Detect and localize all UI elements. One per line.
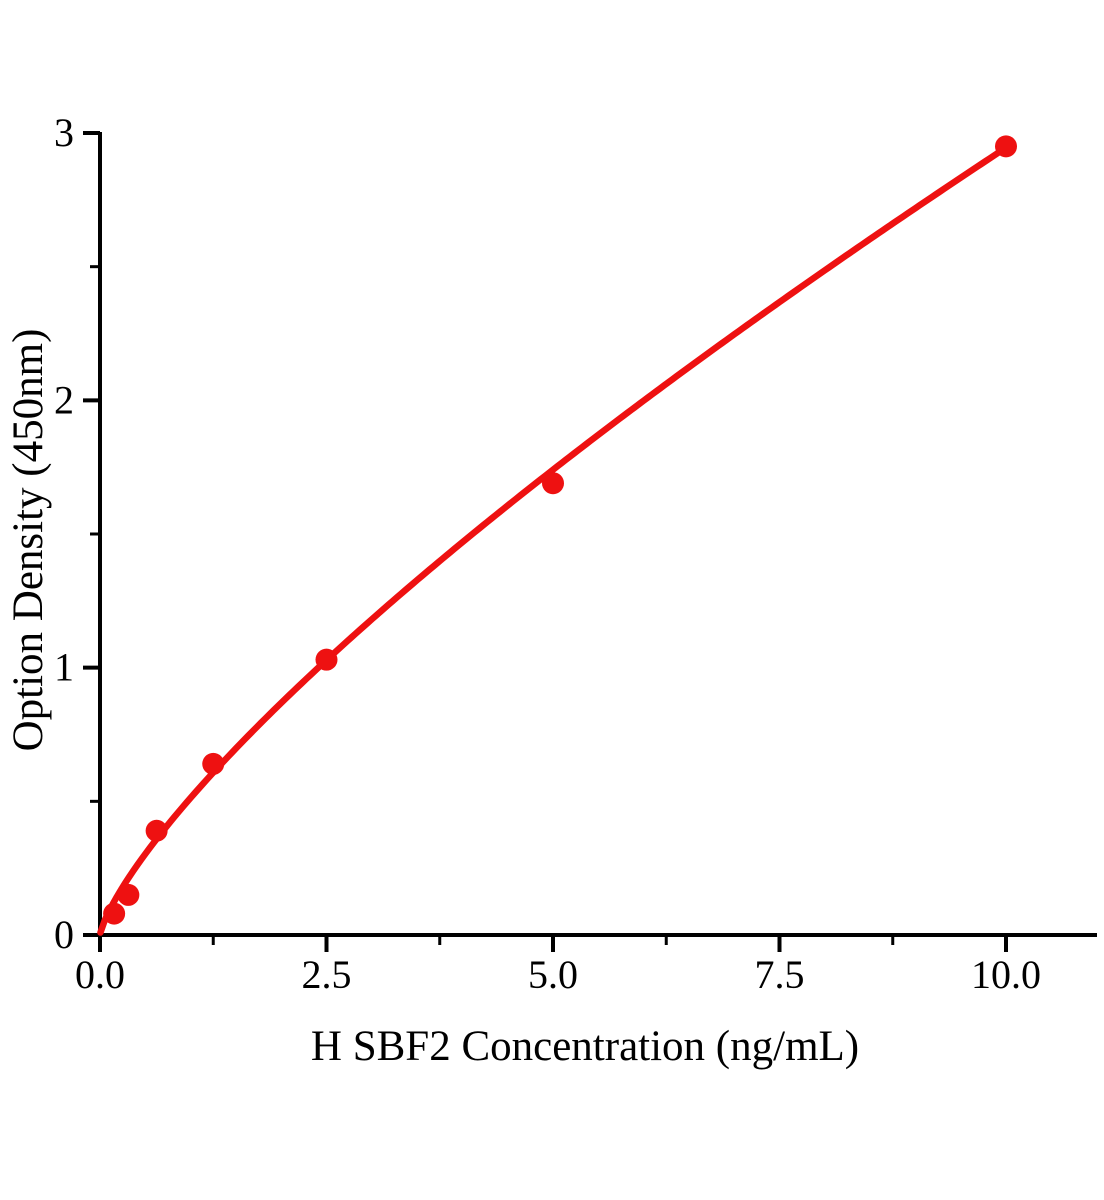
x-tick-label: 0.0 [75,952,125,997]
y-tick-label: 3 [54,110,74,155]
data-point [103,902,126,925]
data-point [315,648,338,671]
x-axis-title: H SBF2 Concentration (ng/mL) [311,1023,859,1070]
y-tick-label: 1 [54,645,74,690]
y-axis-title: Option Density (450nm) [5,329,52,752]
chart-generated-layer: 0.0 2.5 5.0 7.5 10.0 0 1 2 3 [54,110,1097,997]
data-point [145,819,168,842]
data-point [542,472,564,495]
data-point [117,883,140,906]
x-tick-label: 5.0 [528,952,578,997]
data-point [202,752,225,775]
data-point [995,135,1017,158]
fit-curve [97,144,1010,936]
x-tick-label: 7.5 [755,952,805,997]
y-tick-label: 0 [54,912,74,957]
x-tick-label: 10.0 [971,952,1041,997]
y-tick-label: 2 [54,377,74,422]
x-tick-label: 2.5 [302,952,352,997]
